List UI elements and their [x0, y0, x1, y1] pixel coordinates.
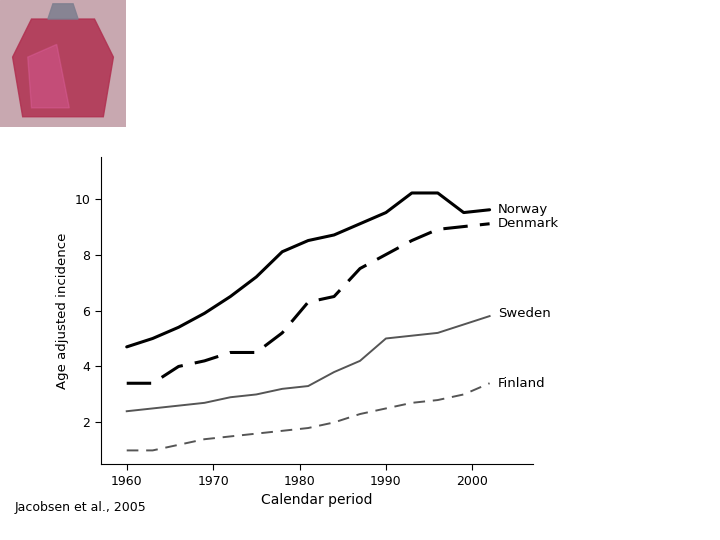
Text: Center for Environmental Oncology: Center for Environmental Oncology	[590, 507, 663, 510]
Text: Jacobsen et al., 2005: Jacobsen et al., 2005	[14, 501, 146, 514]
Text: Denmark: Denmark	[498, 217, 559, 230]
Text: Sweden: Sweden	[498, 307, 551, 320]
Text: Finland: Finland	[498, 377, 546, 390]
X-axis label: Calendar period: Calendar period	[261, 494, 372, 508]
Polygon shape	[13, 19, 114, 117]
Text: Norway: Norway	[498, 203, 549, 216]
Text: Testicular Cancer Trends: Testicular Cancer Trends	[148, 34, 531, 62]
Text: (Nordic countries): (Nordic countries)	[148, 81, 432, 109]
Y-axis label: Age adjusted incidence: Age adjusted incidence	[56, 232, 69, 389]
Text: University of Pittsburgh Cancer Institute: University of Pittsburgh Cancer Institut…	[577, 492, 675, 497]
Polygon shape	[48, 4, 78, 19]
Polygon shape	[27, 44, 69, 108]
